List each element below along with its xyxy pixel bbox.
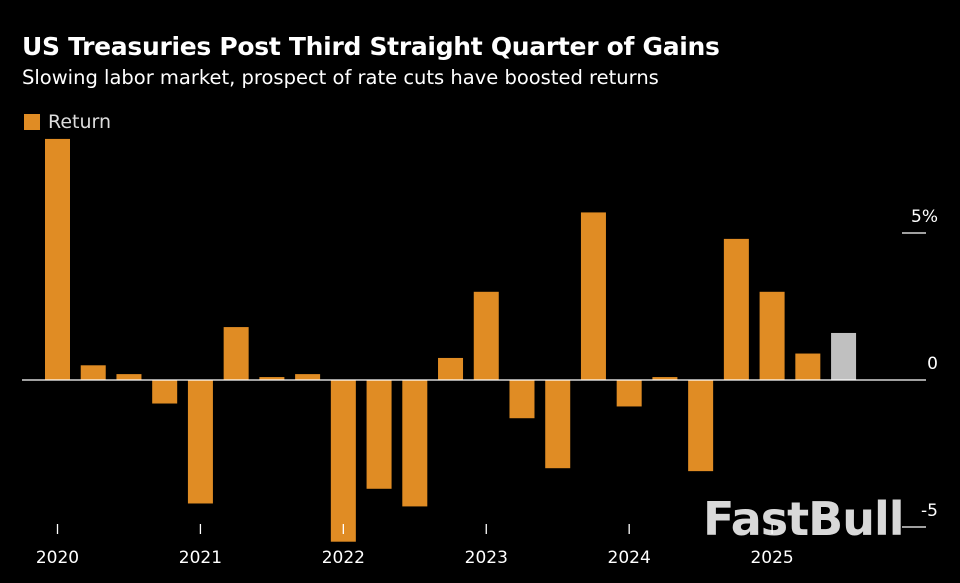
y-tick-label: 0	[927, 354, 938, 374]
x-tick-label: 2021	[179, 548, 222, 568]
bar-2020-q1	[45, 138, 70, 380]
legend-swatch-return	[24, 114, 40, 130]
bar-2021-q3	[259, 377, 285, 380]
legend-label-return: Return	[48, 111, 112, 133]
bar-2025-q1	[759, 291, 785, 380]
x-tick-label: 2024	[608, 548, 651, 568]
bar-2020-q4	[152, 380, 178, 404]
bar-2025-q2	[795, 353, 821, 380]
bar-2024-q3	[688, 380, 714, 472]
bar-2023-q2	[509, 380, 535, 419]
bar-2025-q3	[831, 332, 857, 380]
bar-2024-q1	[616, 380, 642, 407]
bar-2021-q2	[223, 327, 249, 380]
bar-2022-q3	[402, 380, 428, 507]
legend: Return	[24, 111, 111, 133]
bar-2022-q1	[330, 380, 356, 542]
bar-2021-q1	[187, 380, 213, 504]
bar-2024-q4	[723, 238, 749, 380]
x-tick-label: 2022	[322, 548, 365, 568]
y-tick-label: 5%	[911, 207, 938, 227]
bar-2020-q3	[116, 374, 142, 380]
bar-2023-q4	[580, 212, 606, 380]
chart-title: US Treasuries Post Third Straight Quarte…	[22, 32, 720, 61]
bar-2021-q4	[295, 374, 321, 380]
bar-2022-q2	[366, 380, 392, 489]
chart-subtitle: Slowing labor market, prospect of rate c…	[22, 66, 659, 89]
x-tick-label: 2023	[465, 548, 508, 568]
bar-2022-q4	[438, 357, 464, 380]
y-tick-label: -5	[921, 501, 938, 521]
bar-2023-q1	[473, 291, 499, 380]
bar-2024-q2	[652, 377, 678, 380]
bar-2023-q3	[545, 380, 571, 469]
x-tick-label: 2025	[750, 548, 793, 568]
watermark-logo: FastBull	[703, 492, 904, 546]
x-tick-label: 2020	[36, 548, 79, 568]
bar-2020-q2	[80, 365, 106, 380]
